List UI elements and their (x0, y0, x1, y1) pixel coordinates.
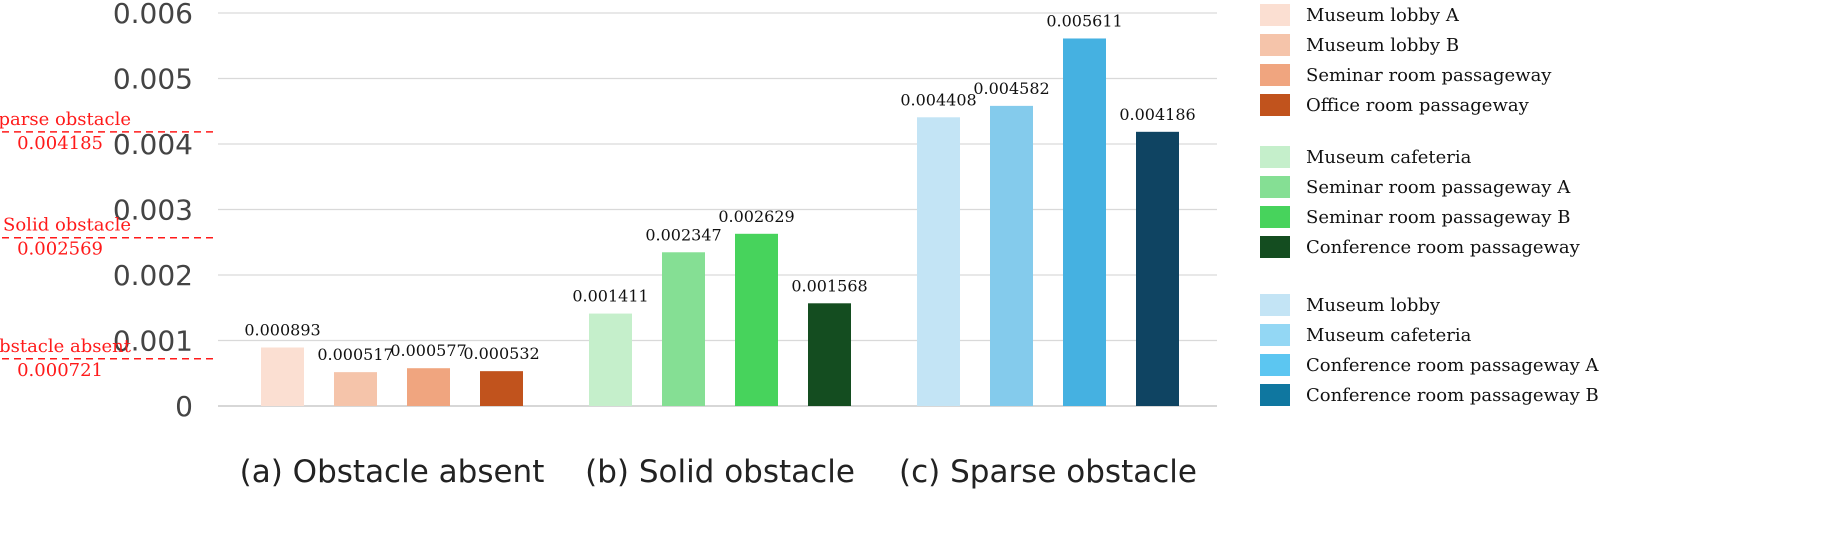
legend-swatch (1260, 176, 1290, 198)
legend-swatch (1260, 64, 1290, 86)
bar (735, 233, 778, 406)
bar (261, 347, 304, 406)
legend-label: Museum lobby A (1306, 5, 1460, 26)
reference-line-value: 0.000721 (17, 360, 103, 381)
y-tick-label: 0.004 (113, 128, 193, 161)
bar (990, 105, 1033, 406)
data-label: 0.000893 (244, 321, 320, 340)
legend-label: Seminar room passageway A (1306, 177, 1571, 198)
legend-swatch (1260, 146, 1290, 168)
legend-label: Museum cafeteria (1306, 147, 1472, 168)
legend-swatch (1260, 4, 1290, 26)
bar (1063, 38, 1106, 407)
legend-label: Seminar room passageway (1306, 65, 1552, 86)
y-tick-label: 0.005 (113, 63, 193, 96)
legend-swatch (1260, 354, 1290, 376)
bar (662, 252, 705, 406)
data-label: 0.000532 (463, 344, 539, 363)
gridlines (218, 12, 1217, 407)
legend-swatch (1260, 236, 1290, 258)
bar (1136, 131, 1179, 406)
bar (589, 313, 632, 406)
y-tick-label: 0.002 (113, 259, 193, 292)
data-label: 0.000517 (317, 345, 393, 364)
bars (261, 38, 1179, 407)
bar (407, 368, 450, 406)
data-label: 0.002347 (645, 225, 721, 244)
legend-swatch (1260, 294, 1290, 316)
legend-label: Conference room passageway B (1306, 385, 1599, 406)
legend-swatch (1260, 384, 1290, 406)
y-tick-label: 0 (175, 390, 193, 423)
y-tick-label: 0.001 (113, 325, 193, 358)
legend-swatch (1260, 34, 1290, 56)
reference-line-value: 0.004185 (17, 133, 103, 154)
legend-swatch (1260, 94, 1290, 116)
data-label: 0.001568 (791, 276, 867, 295)
reference-line-label: Solid obstacle (3, 215, 131, 236)
legend-label: Conference room passageway (1306, 237, 1581, 258)
reference-line-value: 0.002569 (17, 239, 103, 260)
legend-label: Office room passageway (1306, 95, 1530, 116)
legend: Museum lobby A Museum lobby B Seminar room… (1260, 4, 1600, 406)
group-label: (b) Solid obstacle (585, 454, 855, 490)
legend-label: Museum lobby B (1306, 35, 1459, 56)
reference-line-label: Obstacle absent (0, 336, 132, 357)
data-label: 0.001411 (572, 287, 648, 306)
data-label: 0.004186 (1119, 105, 1195, 124)
data-label: 0.000577 (390, 341, 466, 360)
bar (917, 117, 960, 406)
bar (334, 372, 377, 406)
legend-swatch (1260, 206, 1290, 228)
legend-label: Conference room passageway A (1306, 355, 1600, 376)
data-label: 0.005611 (1046, 11, 1122, 30)
group-labels: (a) Obstacle absent (b) Solid obstacle (c)… (240, 454, 1197, 490)
bar (480, 371, 523, 406)
y-tick-label: 0.003 (113, 194, 193, 227)
group-label: (c) Sparse obstacle (899, 454, 1197, 490)
data-label: 0.004408 (900, 90, 976, 109)
legend-label: Seminar room passageway B (1306, 207, 1570, 228)
data-label: 0.004582 (973, 79, 1049, 98)
legend-label: Museum cafeteria (1306, 325, 1472, 346)
y-axis-ticks: 0 0.001 0.002 0.003 0.004 0.005 0.006 (113, 0, 193, 423)
reference-line-label: Sparse obstacle (0, 109, 131, 130)
legend-label: Museum lobby (1306, 295, 1441, 316)
bar (808, 303, 851, 406)
y-tick-label: 0.006 (113, 0, 193, 30)
legend-swatch (1260, 324, 1290, 346)
group-label: (a) Obstacle absent (240, 454, 545, 490)
data-label: 0.002629 (718, 207, 794, 226)
